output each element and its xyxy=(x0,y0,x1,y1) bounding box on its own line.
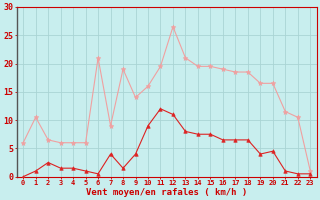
X-axis label: Vent moyen/en rafales ( km/h ): Vent moyen/en rafales ( km/h ) xyxy=(86,188,247,197)
